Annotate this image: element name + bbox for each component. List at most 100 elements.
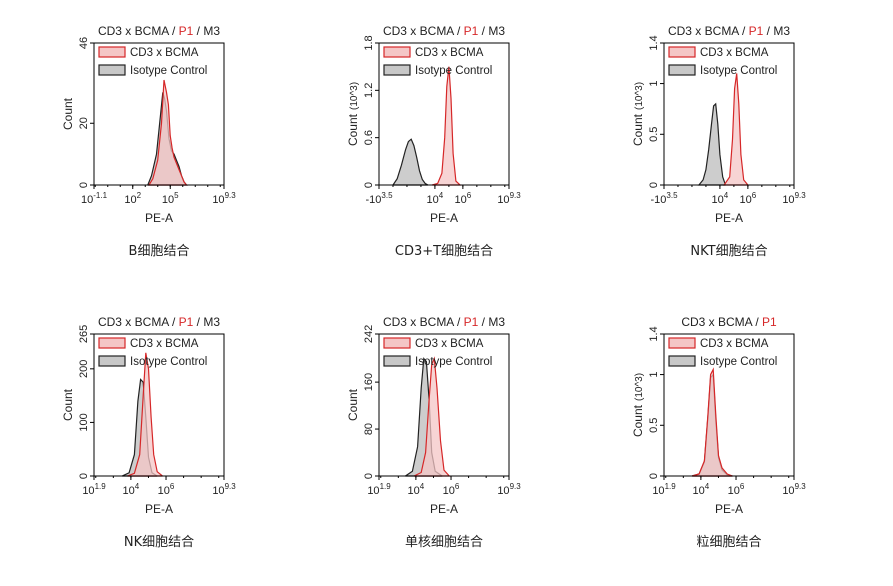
legend-swatch bbox=[98, 46, 126, 58]
y-axis-label-units: (10^3) bbox=[634, 373, 645, 401]
x-tick-base: 10 bbox=[367, 485, 379, 497]
x-tick-label: 109.3 bbox=[497, 191, 521, 206]
legend-swatch bbox=[668, 355, 696, 367]
series-cd3xbcma-histogram bbox=[722, 73, 750, 186]
legend-label: Isotype Control bbox=[130, 356, 207, 368]
x-tick-exponent: 4 bbox=[439, 191, 444, 200]
chart-title-part: CD3 x BCMA / bbox=[98, 315, 179, 329]
y-tick-label: 1.4 bbox=[648, 35, 660, 50]
legend-swatch bbox=[98, 355, 126, 367]
legend-swatch bbox=[98, 64, 126, 76]
y-axis-label-text: Count bbox=[346, 113, 360, 146]
chart-title-part: P1 bbox=[762, 315, 777, 329]
y-axis-label-units: (10^3) bbox=[634, 82, 645, 110]
x-tick-exponent: 9.3 bbox=[225, 482, 237, 491]
chart-title-part: CD3 x BCMA / bbox=[383, 24, 464, 38]
legend-swatch bbox=[383, 64, 411, 76]
chart-title-part: / M3 bbox=[478, 24, 505, 38]
y-axis-label: Count bbox=[61, 97, 75, 130]
x-tick-label: 104 bbox=[123, 482, 140, 497]
x-tick-base: 10 bbox=[782, 485, 794, 497]
legend-swatch bbox=[383, 337, 411, 349]
x-tick-base: 10 bbox=[162, 194, 174, 206]
y-tick-label: 0.5 bbox=[648, 127, 660, 142]
y-tick-label: 1 bbox=[648, 372, 660, 378]
x-axis-label: PE-A bbox=[430, 502, 458, 516]
y-tick-label: 242 bbox=[363, 325, 375, 343]
legend-swatch bbox=[98, 337, 126, 349]
x-tick-label: 106 bbox=[455, 191, 472, 206]
x-tick-exponent: 3.5 bbox=[381, 191, 393, 200]
x-tick-exponent: 9.3 bbox=[225, 191, 237, 200]
x-tick-label: 104 bbox=[693, 482, 710, 497]
x-axis-label: PE-A bbox=[145, 211, 173, 225]
x-tick-base: 10 bbox=[728, 485, 740, 497]
y-axis-label-text: Count bbox=[61, 388, 75, 421]
plot-frame bbox=[93, 42, 225, 186]
plot-frame bbox=[663, 42, 795, 186]
x-tick-base: 10 bbox=[408, 485, 420, 497]
x-tick-base: 10 bbox=[497, 194, 509, 206]
x-tick-label: 106 bbox=[443, 482, 460, 497]
panel-caption: B细胞结合 bbox=[128, 244, 190, 259]
legend-swatch bbox=[668, 64, 696, 76]
x-tick-label: 104 bbox=[427, 191, 444, 206]
legend-swatch bbox=[668, 46, 696, 58]
y-tick-label: 265 bbox=[78, 325, 90, 343]
x-tick-exponent: 1.9 bbox=[665, 482, 677, 491]
histogram-panel: CD3 x BCMA / P1 / M3 0 80 160 242 101.9 104 106… bbox=[319, 309, 559, 569]
chart-title-part: P1 bbox=[179, 24, 194, 38]
chart-title-part: P1 bbox=[464, 315, 479, 329]
panel-caption: CD3+T细胞结合 bbox=[394, 244, 494, 259]
x-tick-exponent: 9.3 bbox=[795, 191, 807, 200]
panel-caption: NK细胞结合 bbox=[123, 535, 195, 550]
legend-swatch bbox=[383, 46, 411, 58]
x-tick-label: 102 bbox=[124, 191, 141, 206]
y-tick-label: 1.2 bbox=[363, 83, 375, 98]
series-isotype-histogram bbox=[392, 138, 429, 186]
x-tick-label: 109.3 bbox=[212, 482, 236, 497]
legend-label: CD3 x BCMA bbox=[700, 47, 769, 59]
y-axis-label: Count bbox=[346, 388, 360, 421]
x-tick-exponent: 9.3 bbox=[510, 482, 522, 491]
chart-title-part: / M3 bbox=[193, 315, 220, 329]
chart-title-part: CD3 x BCMA / bbox=[668, 24, 749, 38]
x-tick-exponent: 1.9 bbox=[380, 482, 392, 491]
x-tick-label: 109.3 bbox=[497, 482, 521, 497]
chart-title: CD3 x BCMA / P1 / M3 bbox=[98, 315, 220, 329]
x-axis-label: PE-A bbox=[430, 211, 458, 225]
x-tick-exponent: 6 bbox=[740, 482, 745, 491]
x-tick-base: 10 bbox=[212, 485, 224, 497]
y-tick-label: 80 bbox=[363, 423, 375, 435]
legend-swatch bbox=[383, 355, 411, 367]
x-tick-label: 109.3 bbox=[782, 191, 806, 206]
x-tick-base: 10 bbox=[427, 194, 439, 206]
x-tick-base: 10 bbox=[497, 485, 509, 497]
x-axis-label: PE-A bbox=[715, 211, 743, 225]
chart-title: CD3 x BCMA / P1 bbox=[681, 315, 777, 329]
x-tick-label: 109.3 bbox=[212, 191, 236, 206]
legend-label: Isotype Control bbox=[415, 356, 492, 368]
histogram-panel: CD3 x BCMA / P1 / M3 0 100 200 265 101.9 104 10… bbox=[34, 309, 274, 569]
series-cd3xbcma-histogram bbox=[147, 79, 188, 186]
x-tick-base: 10 bbox=[81, 194, 93, 206]
x-tick-base: 10 bbox=[455, 194, 467, 206]
chart-title-part: / M3 bbox=[478, 315, 505, 329]
x-tick-label: 109.3 bbox=[782, 482, 806, 497]
plot-frame bbox=[663, 333, 795, 477]
y-axis-label: Count bbox=[61, 388, 75, 421]
y-tick-label: 1.8 bbox=[363, 35, 375, 50]
chart-title-part: CD3 x BCMA / bbox=[383, 315, 464, 329]
y-tick-label: 160 bbox=[363, 373, 375, 391]
y-tick-label: 20 bbox=[78, 117, 90, 129]
chart-title-part: CD3 x BCMA / bbox=[681, 315, 762, 329]
x-tick-label: 101.9 bbox=[367, 482, 391, 497]
x-tick-exponent: 6 bbox=[455, 482, 460, 491]
x-tick-label: 106 bbox=[728, 482, 745, 497]
y-axis-label-text: Count bbox=[631, 404, 645, 437]
